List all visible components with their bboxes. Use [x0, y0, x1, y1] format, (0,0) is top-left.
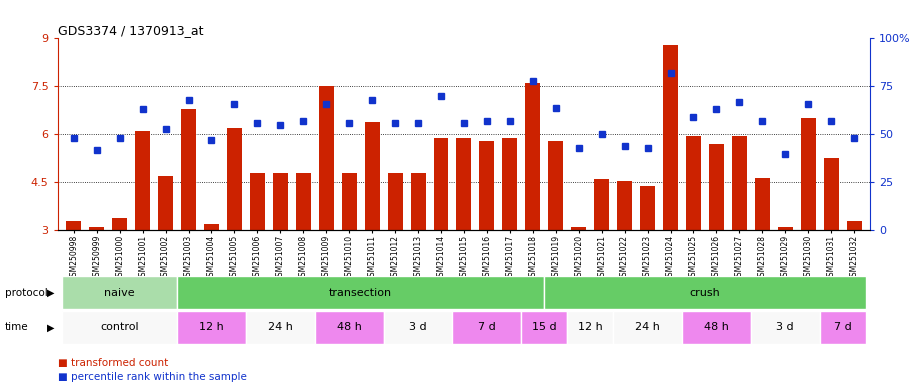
Text: ■ percentile rank within the sample: ■ percentile rank within the sample [58, 372, 246, 382]
Text: ▶: ▶ [47, 288, 54, 298]
Bar [732, 136, 747, 230]
Bar [158, 176, 173, 230]
Text: ▶: ▶ [47, 322, 54, 333]
Text: 24 h: 24 h [267, 322, 293, 333]
Bar [136, 131, 150, 230]
Text: time: time [5, 322, 28, 333]
Text: 12 h: 12 h [578, 322, 603, 333]
Bar [456, 137, 472, 230]
Bar [549, 141, 563, 230]
Text: 3 d: 3 d [777, 322, 794, 333]
Bar [778, 227, 792, 230]
Bar [521, 311, 567, 344]
Bar [273, 173, 288, 230]
Bar [640, 185, 655, 230]
Bar [479, 141, 495, 230]
Bar [315, 311, 384, 344]
Text: 3 d: 3 d [409, 322, 427, 333]
Bar [453, 311, 521, 344]
Bar [755, 177, 769, 230]
Bar [177, 276, 544, 309]
Bar [567, 311, 613, 344]
Bar [66, 221, 82, 230]
Bar [89, 227, 104, 230]
Bar [594, 179, 609, 230]
Bar [823, 158, 839, 230]
Text: protocol: protocol [5, 288, 48, 298]
Text: 48 h: 48 h [337, 322, 362, 333]
Bar [62, 311, 177, 344]
Bar [365, 122, 379, 230]
Bar [801, 118, 815, 230]
Text: naive: naive [104, 288, 135, 298]
Text: ■ transformed count: ■ transformed count [58, 358, 168, 368]
Bar [319, 86, 333, 230]
Bar [204, 224, 219, 230]
Bar [342, 173, 356, 230]
Text: 15 d: 15 d [532, 322, 557, 333]
Text: 12 h: 12 h [199, 322, 224, 333]
Bar [387, 173, 402, 230]
Bar [250, 173, 265, 230]
Text: control: control [101, 322, 139, 333]
Bar [384, 311, 453, 344]
Bar [617, 181, 632, 230]
Bar [846, 221, 862, 230]
Text: 48 h: 48 h [704, 322, 729, 333]
Bar [544, 276, 866, 309]
Bar [526, 83, 540, 230]
Bar [113, 218, 127, 230]
Bar [410, 173, 426, 230]
Bar [177, 311, 245, 344]
Bar [502, 137, 518, 230]
Text: crush: crush [690, 288, 720, 298]
Bar [433, 137, 449, 230]
Bar [663, 45, 678, 230]
Bar [572, 227, 586, 230]
Bar [296, 173, 311, 230]
Bar [820, 311, 866, 344]
Bar [751, 311, 820, 344]
Bar [62, 276, 177, 309]
Text: 7 d: 7 d [478, 322, 496, 333]
Bar [686, 136, 701, 230]
Bar [709, 144, 724, 230]
Bar [181, 109, 196, 230]
Bar [682, 311, 751, 344]
Text: 24 h: 24 h [635, 322, 660, 333]
Text: 7 d: 7 d [834, 322, 852, 333]
Bar [227, 128, 242, 230]
Text: transection: transection [329, 288, 392, 298]
Text: GDS3374 / 1370913_at: GDS3374 / 1370913_at [58, 24, 203, 37]
Bar [613, 311, 682, 344]
Bar [245, 311, 315, 344]
